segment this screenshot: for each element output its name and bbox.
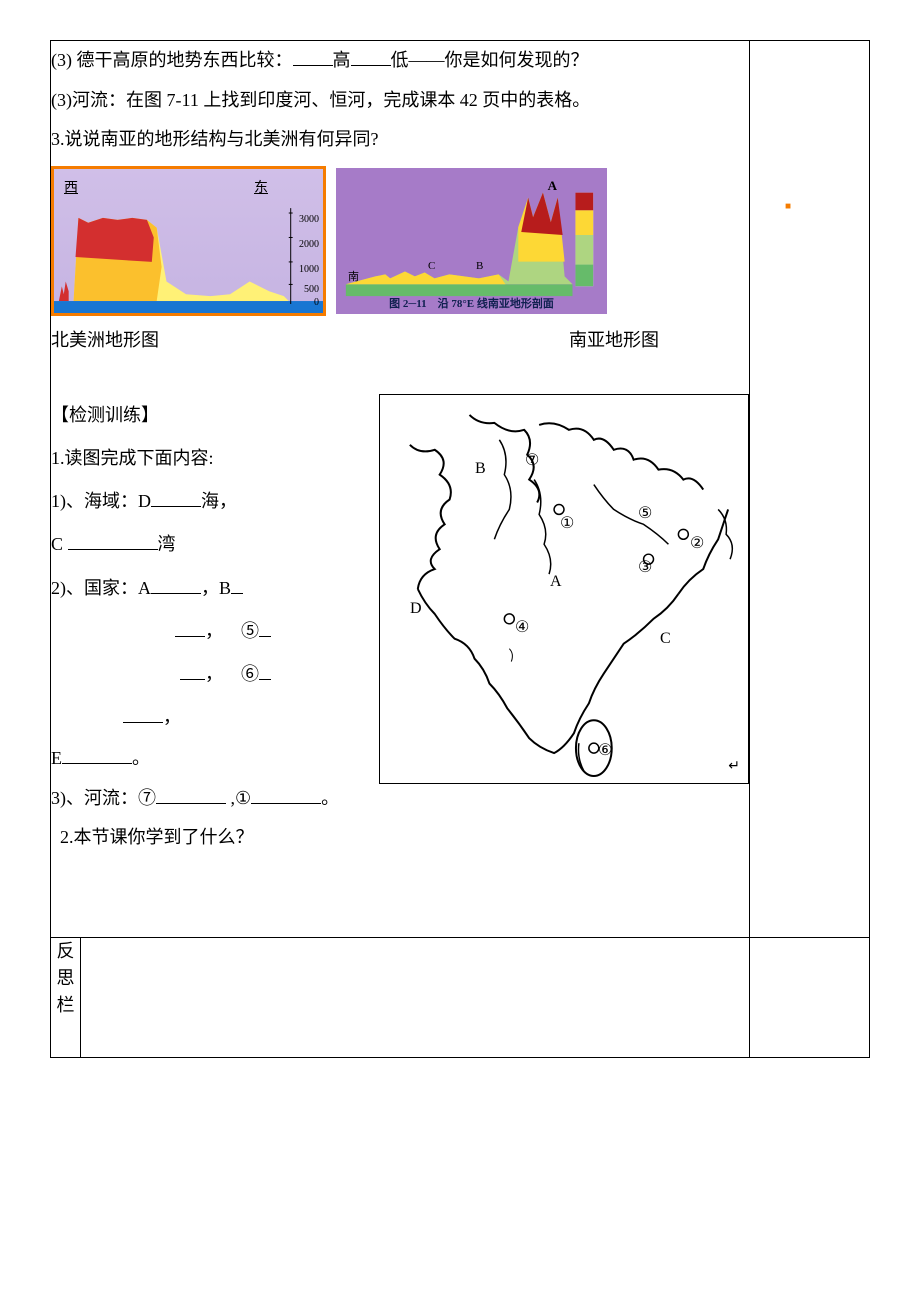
map-label-5: ⑤ bbox=[638, 503, 652, 523]
blank-river-7 bbox=[156, 786, 226, 804]
blank-country-b bbox=[231, 576, 243, 594]
test-q2: 2.本节课你学到了什么？ bbox=[51, 818, 749, 858]
south-asia-map: B ⑦ ① ⑤ ② ③ A D ④ C ⑥ ↵ bbox=[379, 394, 749, 784]
map-label-d: D bbox=[410, 600, 422, 618]
test-q1-2b: ， ⑤ bbox=[51, 610, 271, 653]
tick-3000: 3000 bbox=[299, 214, 319, 225]
q3-deccan-text: (3) 德干高原的地势东西比较： bbox=[51, 50, 293, 70]
side-column: ■ bbox=[750, 41, 870, 938]
main-content-cell: (3) 德干高原的地势东西比较： 高 低——你是如何发现的？ (3)河流：在图 7-… bbox=[51, 41, 750, 938]
na-profile-svg bbox=[54, 169, 323, 316]
test-section: B ⑦ ① ⑤ ② ③ A D ④ C ⑥ ↵ 【检测训练】 1.读图完成下面内… bbox=[51, 394, 749, 937]
tick-500: 500 bbox=[304, 284, 319, 295]
map-label-3: ③ bbox=[638, 557, 652, 577]
q3-end: 低——你是如何发现的？ bbox=[391, 50, 589, 70]
south-asia-terrain-chart: A C B 南 图 2─11 沿 78°E 线南亚地形剖面 bbox=[334, 166, 609, 316]
return-arrow-icon: ↵ bbox=[728, 758, 740, 775]
blank-6 bbox=[259, 662, 271, 680]
sa-profile-svg bbox=[336, 168, 607, 316]
worksheet-table: (3) 德干高原的地势东西比较： 高 低——你是如何发现的？ (3)河流：在图 7-… bbox=[50, 40, 870, 1058]
mid-c: C bbox=[428, 260, 435, 272]
map-label-c: C bbox=[660, 630, 671, 648]
test-q1-1: 1)、海域：D海， bbox=[51, 480, 271, 523]
test-q1-1b: C 湾 bbox=[51, 523, 271, 566]
test-q1-2c: ， ⑥ bbox=[51, 653, 271, 696]
map-label-7: ⑦ bbox=[525, 450, 539, 470]
blank-5 bbox=[259, 619, 271, 637]
blank-d-sea bbox=[151, 489, 201, 507]
south-label: 南 bbox=[348, 268, 359, 284]
tick-1000: 1000 bbox=[299, 264, 319, 275]
mid-b: B bbox=[476, 260, 483, 272]
orange-dot-icon: ■ bbox=[785, 201, 791, 212]
test-q1-2d: ， bbox=[51, 696, 271, 739]
q3-mid: 高 bbox=[333, 50, 351, 70]
side-column-2 bbox=[750, 938, 870, 1058]
chart-captions: 北美洲地形图 南亚地形图 bbox=[51, 326, 749, 352]
test-q1: 1.读图完成下面内容: bbox=[51, 437, 271, 480]
label-east: 东 bbox=[254, 177, 268, 197]
tick-0: 0 bbox=[314, 297, 319, 308]
question-3-compare: 3.说说南亚的地形结构与北美洲有何异同? bbox=[51, 120, 749, 160]
caption-na: 北美洲地形图 bbox=[51, 326, 159, 352]
reflection-label: 反思栏 bbox=[51, 938, 80, 1019]
peak-a: A bbox=[548, 178, 557, 194]
blank-low bbox=[351, 48, 391, 66]
terrain-charts-row: 西 东 3000 2000 1000 500 0 bbox=[51, 166, 749, 316]
question-3-rivers: (3)河流：在图 7-11 上找到印度河、恒河，完成课本 42 页中的表格。 bbox=[51, 81, 749, 121]
north-america-terrain-chart: 西 东 3000 2000 1000 500 0 bbox=[51, 166, 326, 316]
test-heading: 【检测训练】 bbox=[51, 394, 271, 437]
tick-2000: 2000 bbox=[299, 239, 319, 250]
map-svg bbox=[380, 395, 748, 783]
test-questions-text: 【检测训练】 1.读图完成下面内容: 1)、海域：D海， C 湾 2)、国家：A… bbox=[51, 394, 271, 740]
map-label-2: ② bbox=[690, 533, 704, 553]
map-label-b: B bbox=[475, 460, 486, 478]
blank-6-cont bbox=[123, 705, 163, 723]
test-q1-2: 2)、国家：A，B bbox=[51, 567, 271, 610]
label-west: 西 bbox=[64, 177, 78, 197]
map-label-a: A bbox=[550, 573, 562, 591]
blank-country-a bbox=[151, 576, 201, 594]
map-label-1: ① bbox=[560, 513, 574, 533]
blank-b-cont bbox=[175, 619, 205, 637]
reflection-content-cell bbox=[81, 938, 750, 1058]
map-label-6: ⑥ bbox=[598, 740, 612, 760]
blank-high bbox=[293, 48, 333, 66]
map-label-4: ④ bbox=[515, 617, 529, 637]
caption-sa: 南亚地形图 bbox=[569, 326, 659, 352]
reflection-label-cell: 反思栏 bbox=[51, 938, 81, 1058]
blank-5-cont bbox=[180, 662, 205, 680]
blank-e bbox=[62, 746, 132, 764]
blank-river-1 bbox=[251, 786, 321, 804]
sa-chart-caption: 图 2─11 沿 78°E 线南亚地形剖面 bbox=[336, 295, 607, 311]
blank-c-bay bbox=[68, 532, 158, 550]
question-3-deccan: (3) 德干高原的地势东西比较： 高 低——你是如何发现的？ bbox=[51, 41, 749, 81]
